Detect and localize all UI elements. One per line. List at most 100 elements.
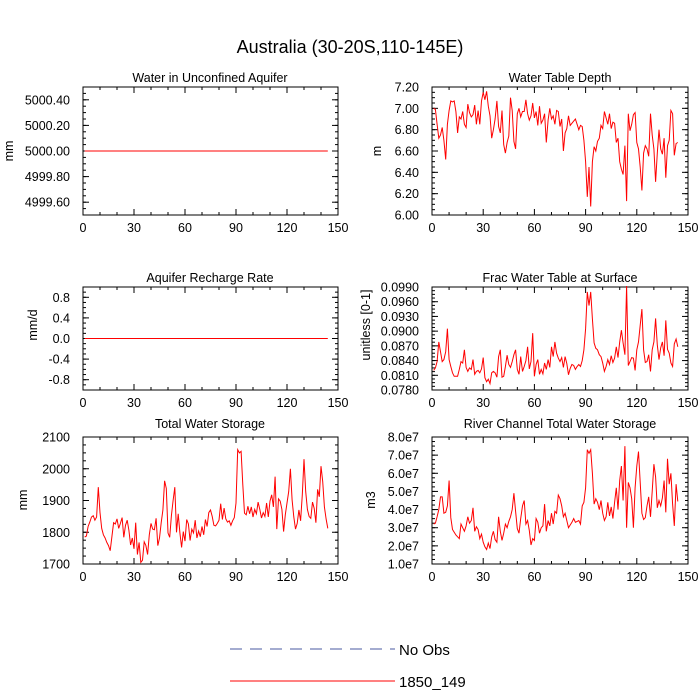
panel-river-channel-total-water-storage: River Channel Total Water Storage m3 <box>364 417 656 509</box>
y-axis-label: mm/d <box>26 309 40 340</box>
x-tick-label: 30 <box>476 570 490 584</box>
x-tick-label: 60 <box>178 570 192 584</box>
y-tick-label: 6.40 <box>395 166 419 180</box>
x-tick-label: 30 <box>127 221 141 235</box>
x-tick-label: 60 <box>527 570 541 584</box>
y-tick-label: 0.0870 <box>381 339 419 353</box>
series-line-1850_149 <box>84 447 329 564</box>
y-tick-label: 2000 <box>42 462 70 476</box>
y-tick-label: 0.0930 <box>381 310 419 324</box>
y-tick-label: 0.8 <box>53 291 70 305</box>
y-tick-label: 0.0990 <box>381 281 419 295</box>
legend: No Obs 1850_149 <box>230 642 466 691</box>
y-tick-label: 0.0900 <box>381 325 419 339</box>
y-tick-label: 6.0e7 <box>388 467 419 481</box>
x-tick-label: 150 <box>328 221 349 235</box>
x-tick-label: 30 <box>127 570 141 584</box>
x-tick-label: 150 <box>328 570 349 584</box>
y-tick-label: 5000.40 <box>25 93 70 107</box>
y-tick-label: 6.80 <box>395 123 419 137</box>
x-tick-label: 90 <box>229 221 243 235</box>
y-tick-label: 1800 <box>42 526 70 540</box>
x-tick-label: 90 <box>579 570 593 584</box>
panel-plot-3: 0 30 60 90 120 1500.07800.08100.08400.08700.0… <box>381 281 699 411</box>
panel-title: River Channel Total Water Storage <box>464 417 657 431</box>
x-tick-label: 0 <box>429 396 436 410</box>
plot-layer: 0 30 60 90 120 150 4999.60 4999.80 5000.00 5000.2… <box>25 81 699 585</box>
x-tick-label: 0 <box>429 221 436 235</box>
x-tick-label: 0 <box>80 396 87 410</box>
y-axis-label: m <box>370 146 384 156</box>
y-tick-label: 7.00 <box>395 102 419 116</box>
y-tick-label: 0.0840 <box>381 354 419 368</box>
x-tick-label: 120 <box>277 221 298 235</box>
y-tick-label: 7.20 <box>395 81 419 95</box>
y-axis-label: m3 <box>364 491 378 508</box>
y-axis-label: unitless [0-1] <box>359 290 373 361</box>
panel-plot-2: 0 30 60 90 120 150 -0.8 -0.4 0.0 0.4 0.8 <box>48 286 348 410</box>
panel-water-in-unconfined-aquifer: Water in Unconfined Aquifer mm <box>2 71 288 161</box>
x-tick-label: 60 <box>527 221 541 235</box>
y-tick-label: 4999.60 <box>25 196 70 210</box>
y-tick-label: 5.0e7 <box>388 485 419 499</box>
panel-plot-1: 0 30 60 90 120 150 6.00 6.20 6.40 6.60 6.80 7.00 7.2… <box>395 81 699 236</box>
y-tick-label: 4.0e7 <box>388 503 419 517</box>
panel-plot-4: 0 30 60 90 120 150 1700 1800 1900 2000 2100 <box>42 431 348 585</box>
plot-frame <box>431 286 689 391</box>
panel-title: Aquifer Recharge Rate <box>146 271 273 285</box>
y-tick-label: 0.0780 <box>381 384 419 398</box>
x-tick-label: 90 <box>579 396 593 410</box>
panel-plot-0: 0 30 60 90 120 150 4999.60 4999.80 5000.00 5000.2… <box>25 86 349 235</box>
x-tick-label: 30 <box>476 396 490 410</box>
y-tick-label: 7.0e7 <box>388 449 419 463</box>
y-tick-label: -0.4 <box>48 353 70 367</box>
panel-title: Water Table Depth <box>509 71 612 85</box>
y-tick-label: 3.0e7 <box>388 521 419 535</box>
y-tick-label: 1700 <box>42 558 70 572</box>
x-tick-label: 60 <box>178 221 192 235</box>
y-tick-label: 0.0 <box>53 332 70 346</box>
panel-plot-5: 0 30 60 90 120 150 1.0e7 2.0e7 3.0e7 4.0e7 5.0e7 6.… <box>388 431 699 585</box>
x-tick-label: 120 <box>277 396 298 410</box>
panel-water-table-depth: Water Table Depth m <box>370 71 611 156</box>
panel-frac-water-table-at-surface: Frac Water Table at Surface unitless [0-… <box>359 271 638 360</box>
y-axis-label: mm <box>16 490 30 511</box>
x-tick-label: 120 <box>626 221 647 235</box>
panel-aquifer-recharge-rate: Aquifer Recharge Rate mm/d <box>26 271 274 341</box>
x-tick-label: 0 <box>80 221 87 235</box>
panel-title: Total Water Storage <box>155 417 265 431</box>
x-tick-label: 60 <box>527 396 541 410</box>
y-tick-label: 6.00 <box>395 209 419 223</box>
y-tick-label: 1900 <box>42 494 70 508</box>
plot-frame <box>431 86 689 216</box>
series-line-1850_149 <box>433 285 679 386</box>
plot-frame <box>82 436 339 565</box>
panel-title: Water in Unconfined Aquifer <box>132 71 287 85</box>
y-tick-label: 1.0e7 <box>388 558 419 572</box>
series-line-1850_149 <box>433 446 679 551</box>
y-tick-label: 5000.00 <box>25 145 70 159</box>
x-tick-label: 150 <box>678 221 699 235</box>
y-tick-label: 8.0e7 <box>388 431 419 445</box>
y-tick-label: -0.8 <box>48 373 70 387</box>
y-tick-label: 6.60 <box>395 145 419 159</box>
x-tick-label: 120 <box>277 570 298 584</box>
x-tick-label: 90 <box>579 221 593 235</box>
x-tick-label: 60 <box>178 396 192 410</box>
x-tick-label: 150 <box>678 570 699 584</box>
y-tick-label: 6.20 <box>395 187 419 201</box>
legend-label-1850-149: 1850_149 <box>399 674 466 691</box>
x-tick-label: 30 <box>127 396 141 410</box>
x-tick-label: 30 <box>476 221 490 235</box>
x-tick-label: 150 <box>678 396 699 410</box>
y-tick-label: 0.0810 <box>381 369 419 383</box>
y-tick-label: 2.0e7 <box>388 539 419 553</box>
legend-label-no-obs: No Obs <box>399 642 450 659</box>
y-tick-label: 0.0960 <box>381 295 419 309</box>
figure-title: Australia (30-20S,110-145E) <box>237 37 464 57</box>
panel-total-water-storage: Total Water Storage mm <box>16 417 265 510</box>
y-tick-label: 2100 <box>42 431 70 445</box>
x-tick-label: 0 <box>429 570 436 584</box>
y-tick-label: 0.4 <box>53 311 70 325</box>
